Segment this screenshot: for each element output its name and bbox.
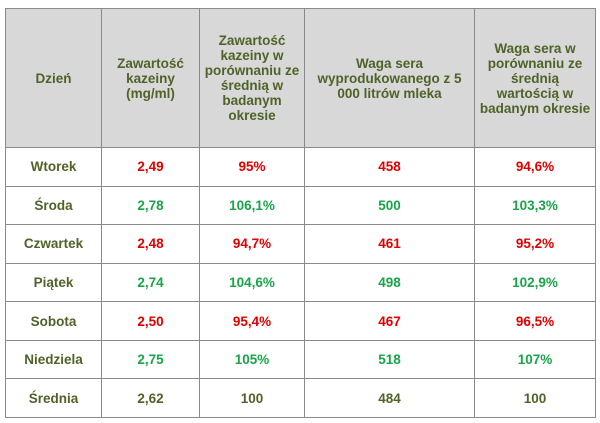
header-cheese-vs-average: Waga sera w porównaniu ze średnią wartoś… bbox=[474, 8, 596, 148]
table-body: Wtorek 2,49 95% 458 94,6% Środa 2,78 106,1% 500 1… bbox=[5, 147, 596, 418]
cell-casein-content: 2,48 bbox=[101, 224, 200, 264]
cell-casein-vs-average: 94,7% bbox=[199, 224, 305, 264]
cell-day: Sobota bbox=[5, 301, 102, 341]
cell-cheese-weight: 467 bbox=[304, 301, 475, 341]
cell-casein-vs-average: 104,6% bbox=[199, 262, 305, 303]
table-row: Środa 2,78 106,1% 500 103,3% bbox=[5, 185, 596, 226]
table-row: Sobota 2,50 95,4% 467 96,5% bbox=[5, 301, 596, 341]
table-row: Średnia 2,62 100 484 100 bbox=[5, 378, 596, 418]
cell-casein-content: 2,62 bbox=[101, 378, 200, 418]
cell-day: Piątek bbox=[5, 262, 102, 303]
cell-day: Wtorek bbox=[5, 147, 102, 187]
cell-casein-vs-average: 100 bbox=[199, 378, 305, 418]
table-header: Dzień Zawartość kazeiny (mg/ml) Zawartoś… bbox=[5, 8, 596, 148]
header-row: Dzień Zawartość kazeiny (mg/ml) Zawartoś… bbox=[5, 8, 596, 148]
cell-cheese-weight: 458 bbox=[304, 147, 475, 187]
cell-cheese-vs-average: 102,9% bbox=[474, 262, 596, 303]
cell-cheese-weight: 461 bbox=[304, 224, 475, 264]
cell-cheese-weight: 484 bbox=[304, 378, 475, 418]
cell-cheese-vs-average: 94,6% bbox=[474, 147, 596, 187]
cheese-casein-table-container: Dzień Zawartość kazeiny (mg/ml) Zawartoś… bbox=[5, 8, 596, 418]
header-cheese-weight: Waga sera wyprodukowanego z 5 000 litrów… bbox=[304, 8, 475, 148]
cell-day: Środa bbox=[5, 185, 102, 226]
table-row: Czwartek 2,48 94,7% 461 95,2% bbox=[5, 224, 596, 264]
cell-cheese-weight: 498 bbox=[304, 262, 475, 303]
cell-casein-content: 2,50 bbox=[101, 301, 200, 341]
cell-cheese-weight: 518 bbox=[304, 339, 475, 380]
cheese-casein-table: Dzień Zawartość kazeiny (mg/ml) Zawartoś… bbox=[5, 8, 596, 418]
cell-cheese-vs-average: 96,5% bbox=[474, 301, 596, 341]
cell-cheese-weight: 500 bbox=[304, 185, 475, 226]
cell-cheese-vs-average: 103,3% bbox=[474, 185, 596, 226]
table-row: Wtorek 2,49 95% 458 94,6% bbox=[5, 147, 596, 187]
cell-day: Czwartek bbox=[5, 224, 102, 264]
cell-casein-content: 2,74 bbox=[101, 262, 200, 303]
header-casein-vs-average: Zawartość kazeiny w porównaniu ze średni… bbox=[199, 8, 305, 148]
cell-casein-vs-average: 106,1% bbox=[199, 185, 305, 226]
cell-cheese-vs-average: 107% bbox=[474, 339, 596, 380]
cell-day: Średnia bbox=[5, 378, 102, 418]
header-casein-content: Zawartość kazeiny (mg/ml) bbox=[101, 8, 200, 148]
cell-casein-content: 2,78 bbox=[101, 185, 200, 226]
table-row: Piątek 2,74 104,6% 498 102,9% bbox=[5, 262, 596, 303]
cell-cheese-vs-average: 100 bbox=[474, 378, 596, 418]
cell-casein-vs-average: 95% bbox=[199, 147, 305, 187]
header-day: Dzień bbox=[5, 8, 102, 148]
cell-casein-content: 2,75 bbox=[101, 339, 200, 380]
cell-casein-content: 2,49 bbox=[101, 147, 200, 187]
table-row: Niedziela 2,75 105% 518 107% bbox=[5, 339, 596, 380]
cell-day: Niedziela bbox=[5, 339, 102, 380]
cell-casein-vs-average: 105% bbox=[199, 339, 305, 380]
cell-casein-vs-average: 95,4% bbox=[199, 301, 305, 341]
cell-cheese-vs-average: 95,2% bbox=[474, 224, 596, 264]
